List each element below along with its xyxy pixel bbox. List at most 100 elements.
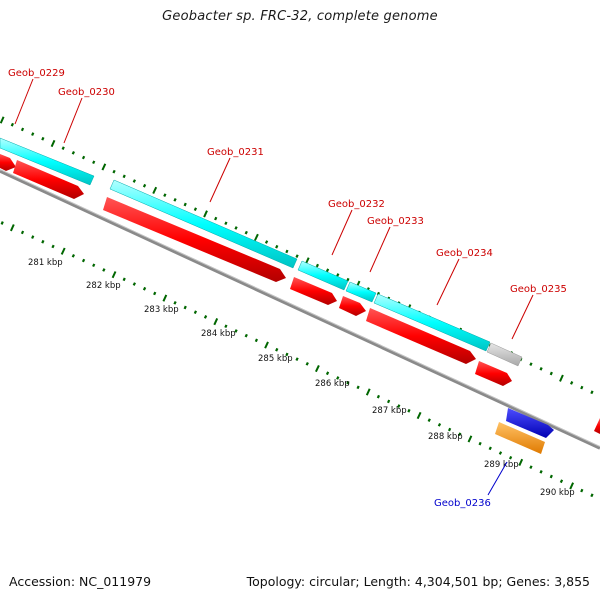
- gene-label-0229[interactable]: Geob_0229: [8, 68, 65, 79]
- kbp-label-287: 287 kbp: [372, 406, 407, 416]
- tick-mark: [549, 474, 553, 479]
- tick-mark: [539, 470, 543, 474]
- tick-mark: [336, 273, 340, 277]
- tick-mark: [20, 127, 25, 132]
- tick-mark: [224, 324, 228, 329]
- tick-mark: [112, 169, 116, 174]
- rna-gene-0236[interactable]: [506, 408, 554, 438]
- kbp-label-289: 289 kbp: [484, 460, 519, 470]
- tick-mark: [549, 371, 553, 376]
- tick-mark: [173, 301, 177, 305]
- gene-label-group: Geob_0229 Geob_0230 Geob_0231 Geob_0232 …: [8, 68, 567, 509]
- tick-mark: [356, 385, 360, 390]
- cds-0231[interactable]: [103, 197, 286, 282]
- rna-feature-0236[interactable]: [495, 422, 545, 454]
- gene-label-0232[interactable]: Geob_0232: [328, 199, 385, 210]
- tick-mark: [458, 432, 462, 437]
- tick-mark: [397, 404, 401, 408]
- gene-feature-0233[interactable]: [345, 281, 377, 303]
- tick-mark: [163, 193, 167, 197]
- leader-line-0230: [63, 97, 83, 144]
- gene-feature-0232[interactable]: [297, 260, 349, 291]
- cds-0229[interactable]: [0, 154, 16, 171]
- cds-0233-b[interactable]: [366, 308, 476, 364]
- tick-mark: [508, 455, 513, 460]
- tick-mark: [427, 418, 431, 422]
- tick-mark: [51, 244, 55, 249]
- cds-0233-a[interactable]: [339, 296, 366, 316]
- tick-mark: [132, 282, 136, 286]
- tick-mark: [570, 381, 574, 385]
- tick-mark: [152, 186, 158, 195]
- tick-mark: [31, 132, 35, 136]
- accession-text: Accession: NC_011979: [9, 574, 152, 589]
- gene-feature-0234[interactable]: [373, 293, 491, 352]
- tick-mark: [518, 458, 524, 467]
- genome-backbone: [0, 169, 600, 450]
- tick-mark: [183, 305, 187, 310]
- tick-mark: [376, 394, 381, 399]
- leader-line-0231: [209, 157, 231, 203]
- tick-mark: [467, 435, 473, 443]
- tick-mark: [213, 317, 219, 326]
- tick-mark: [244, 333, 248, 338]
- tick-mark: [529, 362, 533, 366]
- tick-mark: [244, 230, 248, 235]
- leader-line-0229: [14, 78, 34, 125]
- tick-mark: [122, 277, 126, 282]
- tick-mark: [142, 183, 147, 188]
- tick-mark: [142, 286, 147, 291]
- tick-mark: [498, 451, 503, 455]
- tick-mark: [0, 221, 4, 225]
- gene-label-0230[interactable]: Geob_0230: [58, 87, 115, 98]
- tick-mark: [305, 362, 309, 366]
- tick-mark: [314, 364, 320, 373]
- cds-edge-right[interactable]: [594, 418, 600, 434]
- gene-feature-0231[interactable]: [109, 179, 298, 269]
- tick-mark: [253, 233, 259, 241]
- kbp-label-group: 281 kbp 282 kbp 283 kbp 284 kbp 285 kbp …: [28, 258, 575, 498]
- gene-label-0236[interactable]: Geob_0236: [434, 498, 491, 509]
- tick-mark: [336, 376, 340, 380]
- tick-mark: [71, 254, 75, 258]
- gene-label-0235[interactable]: Geob_0235: [510, 284, 567, 295]
- tick-mark: [325, 371, 330, 376]
- topology-text: Topology: circular; Length: 4,304,501 bp…: [246, 574, 590, 589]
- tick-mark: [41, 239, 45, 244]
- tick-mark: [590, 390, 594, 395]
- cds-0230[interactable]: [13, 160, 84, 199]
- tick-mark: [60, 247, 66, 255]
- tick-mark: [559, 479, 564, 484]
- tick-mark: [203, 210, 208, 218]
- tick-mark: [203, 315, 208, 319]
- tick-mark: [41, 136, 45, 141]
- tick-mark: [101, 163, 107, 171]
- tick-mark: [254, 338, 259, 343]
- pseudo-feature-0235[interactable]: [486, 342, 523, 367]
- tick-mark: [224, 221, 228, 226]
- tick-mark: [488, 446, 492, 451]
- gene-feature-track: [0, 137, 523, 367]
- gene-label-0231[interactable]: Geob_0231: [207, 147, 264, 158]
- tick-mark: [407, 408, 411, 413]
- cds-0232[interactable]: [290, 277, 337, 305]
- gene-label-0233[interactable]: Geob_0233: [367, 216, 424, 227]
- outer-tick-ring: [0, 116, 594, 395]
- cds-0235[interactable]: [475, 361, 512, 386]
- tick-mark: [295, 254, 299, 258]
- tick-mark: [264, 240, 269, 244]
- kbp-label-283: 283 kbp: [144, 305, 179, 315]
- gene-feature-0230[interactable]: [0, 137, 95, 186]
- label-leader-lines: [14, 78, 534, 496]
- tick-mark: [529, 465, 533, 469]
- gene-label-0234[interactable]: Geob_0234: [436, 248, 493, 259]
- tick-mark: [0, 116, 5, 124]
- tick-mark: [183, 202, 187, 207]
- tick-mark: [61, 146, 65, 150]
- tick-mark: [20, 230, 25, 235]
- tick-mark: [295, 357, 299, 361]
- kbp-label-288: 288 kbp: [428, 432, 463, 442]
- leader-line-0233: [369, 226, 391, 273]
- tick-mark: [234, 329, 238, 333]
- leader-line-0232: [331, 209, 353, 256]
